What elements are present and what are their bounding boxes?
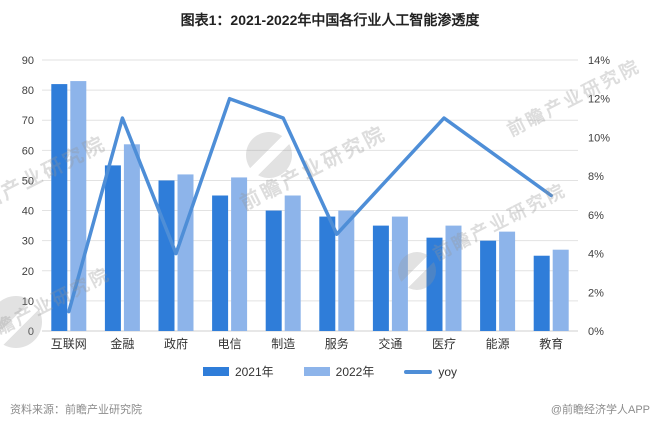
- left-axis-tick: 90: [22, 55, 34, 67]
- right-axis-tick: 10%: [588, 132, 610, 144]
- left-axis-tick: 40: [22, 206, 34, 218]
- bar-2022: [391, 216, 408, 331]
- left-axis-tick: 60: [22, 145, 34, 157]
- right-axis-tick: 14%: [588, 55, 610, 67]
- chart-title: 图表1：2021-2022年中国各行业人工智能渗透度: [180, 12, 480, 28]
- left-axis-tick: 10: [22, 296, 34, 308]
- category-label: 教育: [539, 336, 563, 351]
- source-text: 资料来源：前瞻产业研究院: [10, 404, 142, 416]
- category-label: 能源: [486, 337, 510, 351]
- bar-2022: [231, 177, 248, 331]
- combo-bar-line-chart: 0 10 20 30 40 50 60 70 80 90 0% 2% 4% 6% 8% 10% 12% 14% 互联…: [22, 55, 610, 351]
- bar-2021: [212, 195, 229, 331]
- category-label: 金融: [110, 336, 134, 351]
- legend-label-2022: 2022年: [335, 365, 375, 379]
- bar-2021: [533, 255, 550, 331]
- left-axis-tick: 30: [22, 236, 34, 248]
- legend-swatch-2021: [202, 367, 229, 376]
- bar-2021: [158, 180, 175, 331]
- category-label: 制造: [271, 337, 295, 351]
- bar-2021: [51, 84, 68, 331]
- bar-2022: [284, 195, 301, 331]
- bar-2022: [445, 225, 462, 331]
- right-axis-tick: 4%: [588, 249, 604, 261]
- right-axis-tick: 12%: [588, 94, 610, 106]
- bar-2021: [104, 165, 121, 331]
- chart-legend: 2021年 2022年 yoy: [0, 363, 660, 380]
- category-label: 服务: [325, 336, 349, 351]
- yoy-line: [67, 96, 553, 314]
- left-axis-tick: 50: [22, 175, 34, 187]
- left-axis-tick: 20: [22, 266, 34, 278]
- legend-swatch-yoy: [404, 369, 433, 374]
- legend-label-2021: 2021年: [234, 365, 274, 379]
- right-axis-tick: 0%: [588, 326, 604, 338]
- left-axis-tick: 0: [28, 326, 34, 338]
- legend-label-yoy: yoy: [438, 364, 458, 379]
- right-axis-tick: 8%: [588, 171, 604, 183]
- category-label: 医疗: [432, 337, 456, 351]
- bar-2021: [480, 240, 497, 331]
- bar-2022: [177, 174, 194, 331]
- right-axis-tick: 2%: [588, 287, 604, 299]
- legend-item-2022: 2022年: [303, 363, 375, 380]
- bar-2021: [372, 225, 389, 331]
- legend-item-yoy: yoy: [404, 365, 457, 379]
- credit-text: @前瞻经济学人APP: [550, 404, 650, 416]
- bar-2021: [426, 237, 443, 331]
- bar-2021: [319, 216, 336, 331]
- category-label: 交通: [378, 336, 402, 351]
- bar-2022: [552, 249, 569, 331]
- category-label: 电信: [218, 337, 242, 351]
- bar-2022: [499, 231, 516, 331]
- left-axis-tick: 80: [22, 85, 34, 97]
- legend-item-2021: 2021年: [202, 363, 274, 380]
- bar-2022: [123, 144, 140, 331]
- right-axis-tick: 6%: [588, 210, 604, 222]
- bar-2021: [265, 210, 282, 331]
- category-label: 互联网: [51, 337, 87, 351]
- bar-2022: [338, 210, 355, 331]
- left-axis-tick: 70: [22, 115, 34, 127]
- legend-swatch-2022: [303, 367, 330, 376]
- category-label: 政府: [164, 336, 188, 351]
